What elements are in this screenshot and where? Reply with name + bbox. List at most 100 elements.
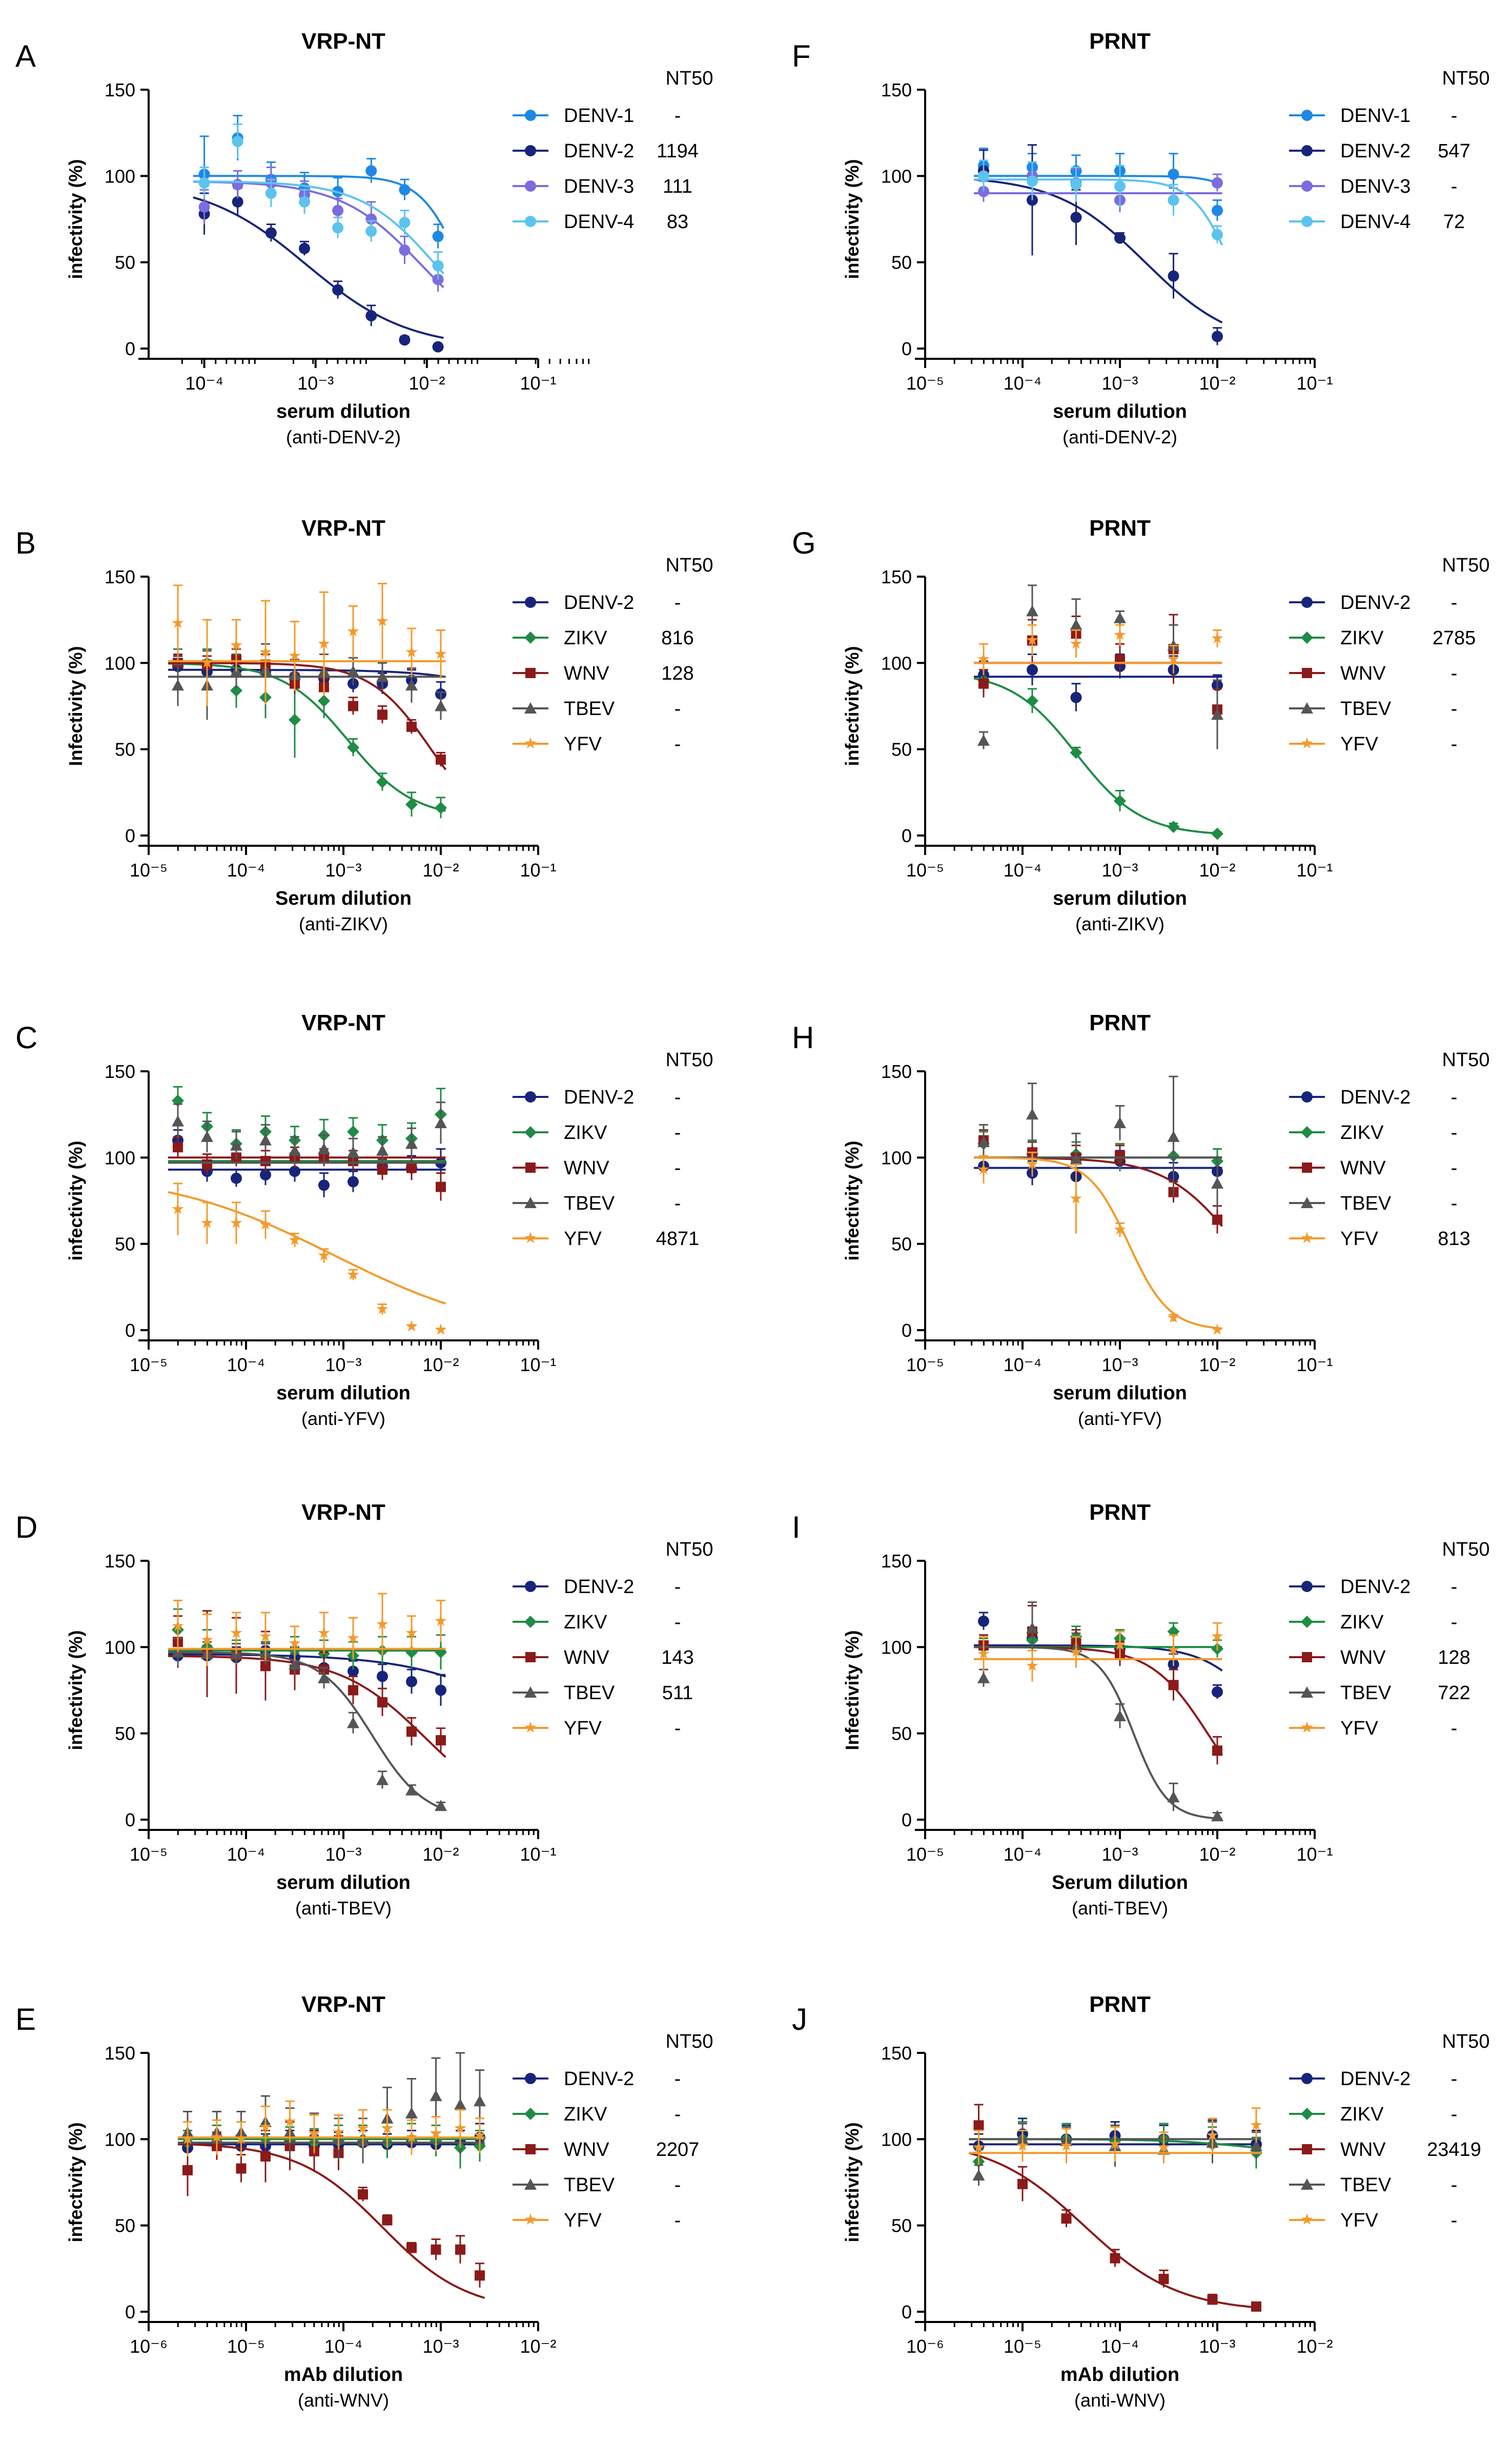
- data-point: [1167, 1130, 1180, 1142]
- legend-marker: [525, 2073, 536, 2084]
- data-point: ★: [473, 2127, 487, 2144]
- data-point: [201, 1130, 213, 1142]
- data-point: ★: [288, 1232, 302, 1249]
- fit-curve: [168, 1655, 446, 1758]
- series-wnv: [974, 1605, 1223, 1765]
- data-point: [1114, 612, 1126, 623]
- x-axis-label: mAb dilution: [284, 2364, 403, 2386]
- axes: 0 50 100 150 10⁻⁵ 10⁻⁴ 10⁻³ 10⁻² 10⁻¹: [105, 1551, 557, 1865]
- data-point: ★: [1205, 2127, 1219, 2144]
- x-tick-label: 10⁻¹: [1296, 860, 1333, 881]
- data-point: [1212, 205, 1223, 216]
- x-tick-label: 10⁻²: [408, 373, 445, 394]
- legend-label: DENV-4: [564, 211, 634, 233]
- data-point: ★: [1069, 1643, 1083, 1660]
- y-tick-label: 100: [105, 2129, 135, 2150]
- x-tick-label: 10⁻⁵: [906, 1354, 944, 1375]
- x-axis-sublabel: (anti-TBEV): [295, 1898, 392, 1919]
- data-point: [406, 1726, 417, 1737]
- nt50-value: -: [675, 1576, 681, 1598]
- nt50-value: -: [675, 1087, 681, 1108]
- x-tick-label: 10⁻¹: [1296, 373, 1333, 394]
- nt50-value: 83: [667, 211, 688, 233]
- data-point: ★: [376, 1301, 390, 1318]
- legend-marker: ★: [1300, 1230, 1314, 1247]
- legend-label: TBEV: [1340, 698, 1392, 720]
- legend-entry: DENV-2 -: [513, 1576, 681, 1598]
- legend-label: DENV-1: [564, 105, 634, 127]
- data-point: [1070, 691, 1082, 703]
- x-tick-label: 10⁻²: [1199, 373, 1235, 394]
- data-point: [406, 1676, 417, 1687]
- legend-marker: [1301, 1126, 1313, 1138]
- legend-label: YFV: [564, 1228, 602, 1250]
- legend-entry: TBEV -: [513, 1193, 681, 1214]
- fit-curve: [973, 677, 1222, 835]
- data-point: ★: [200, 654, 214, 671]
- legend-label: YFV: [564, 1718, 602, 1739]
- data-point: [348, 1176, 359, 1188]
- data-point: [299, 242, 310, 254]
- legend-label: DENV-2: [564, 2068, 634, 2090]
- data-point: [474, 2095, 486, 2107]
- data-point: [232, 136, 243, 147]
- data-point: [259, 1134, 272, 1146]
- legend-label: TBEV: [564, 698, 615, 720]
- legend-marker: [1301, 1581, 1313, 1592]
- fit-curve: [193, 180, 444, 275]
- panel-letter: H: [792, 1021, 814, 1055]
- legend-entry: DENV-3 -: [1289, 176, 1457, 197]
- nt50-header: NT50: [1442, 1049, 1490, 1071]
- legend-label: ZIKV: [564, 1122, 607, 1144]
- legend-label: TBEV: [1340, 1193, 1392, 1214]
- legend-label: DENV-2: [1340, 140, 1411, 162]
- nt50-value: 722: [1438, 1682, 1470, 1704]
- x-tick-label: 10⁻³: [325, 860, 361, 881]
- legend-label: YFV: [564, 2210, 602, 2231]
- data-point: ★: [429, 2125, 443, 2142]
- data-point: ★: [346, 1266, 360, 1283]
- data-point: [358, 2189, 368, 2200]
- legend-marker: [1301, 216, 1313, 227]
- legend-entry: DENV-2 -: [513, 2068, 681, 2090]
- data-point: ★: [230, 637, 243, 654]
- x-axis-sublabel: (anti-ZIKV): [299, 913, 388, 934]
- data-point: [382, 2215, 393, 2226]
- y-axis-label: Infectivity (%): [65, 646, 86, 766]
- data-point: [977, 1136, 990, 1148]
- nt50-value: -: [1451, 663, 1458, 684]
- data-point: [1212, 1214, 1222, 1225]
- legend-entry: DENV-2 -: [1289, 592, 1457, 614]
- data-point: ★: [171, 615, 185, 631]
- nt50-value: -: [1451, 1193, 1458, 1214]
- y-axis-label: infectivity (%): [842, 2122, 863, 2242]
- x-tick-label: 10⁻²: [520, 2336, 556, 2357]
- legend-marker: [524, 1686, 537, 1698]
- data-point: [332, 222, 344, 234]
- legend-entry: DENV-2 -: [513, 592, 681, 614]
- data-point: ★: [972, 2139, 986, 2156]
- x-axis-sublabel: (anti-WNV): [1074, 2390, 1166, 2411]
- y-tick-label: 0: [902, 1809, 912, 1830]
- data-point: [376, 1144, 389, 1156]
- fit-curve: [973, 178, 1223, 323]
- data-point: [1212, 331, 1223, 342]
- legend-label: WNV: [1340, 663, 1386, 684]
- data-point: ★: [259, 2118, 273, 2135]
- series-tbev: [974, 584, 1223, 749]
- panel-letter: C: [15, 1021, 37, 1055]
- nt50-value: -: [1451, 592, 1458, 614]
- y-tick-label: 100: [105, 1147, 135, 1168]
- data-point: [289, 1144, 301, 1156]
- data-point: [435, 1117, 447, 1128]
- data-point: [977, 734, 990, 746]
- legend-entry: WNV -: [513, 1157, 681, 1179]
- data-point: [377, 709, 387, 720]
- data-point: ★: [346, 623, 360, 640]
- x-tick-label: 10⁻⁴: [324, 2336, 363, 2357]
- data-point: [347, 665, 359, 677]
- fit-curve: [974, 1156, 1222, 1330]
- axes: 0 50 100 150 10⁻⁵ 10⁻⁴ 10⁻³ 10⁻² 10⁻¹: [881, 79, 1333, 394]
- series-zikv: [973, 669, 1223, 840]
- data-point: ★: [1167, 1309, 1180, 1326]
